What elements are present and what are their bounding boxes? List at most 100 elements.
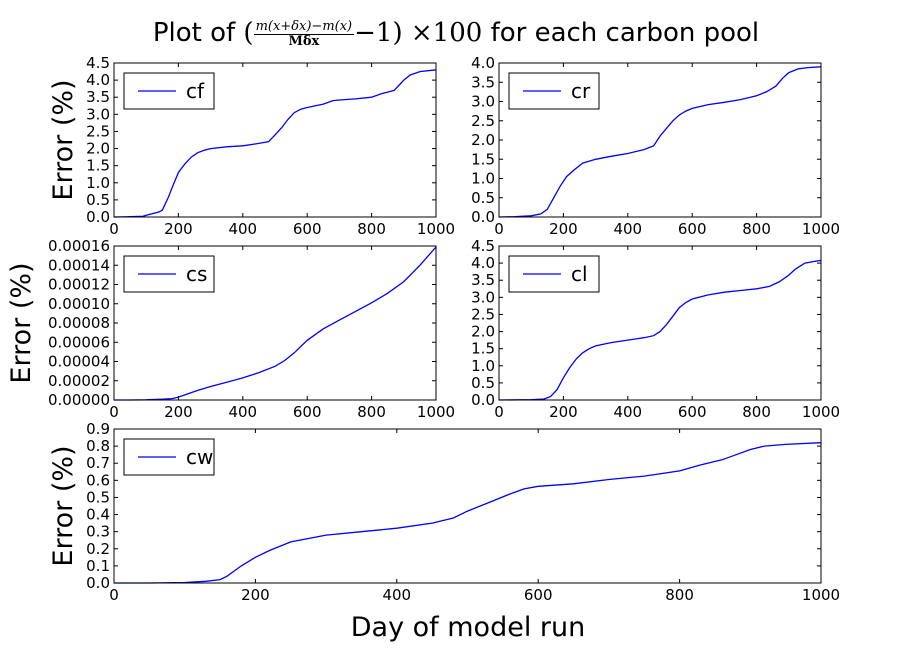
- x-tick-label: 200: [164, 403, 193, 421]
- x-tick-label: 600: [293, 220, 322, 238]
- y-tick-label: 0.6: [86, 471, 110, 489]
- legend-label-cr: cr: [571, 79, 591, 103]
- y-tick-label: 1.0: [86, 174, 110, 192]
- y-tick-label: 3.0: [471, 93, 495, 111]
- y-tick-label: 0.0: [86, 574, 110, 592]
- y-tick-label: 4.5: [86, 54, 110, 72]
- y-tick-label: 0.0: [471, 208, 495, 226]
- x-tick-label: 400: [613, 220, 642, 238]
- x-tick-label: 800: [742, 220, 771, 238]
- chart-panel-cw: 0 200 400 600 800 10000.00.10.20.30.40.50.60.…: [48, 420, 840, 604]
- x-tick-label: 600: [293, 403, 322, 421]
- chart-panel-cf: 0 200 400 600 800 1000 0.00.51.01.52.02.53.03.…: [48, 54, 455, 238]
- x-tick-label: 0: [494, 403, 504, 421]
- y-tick-label: 3.5: [86, 88, 110, 106]
- y-tick-label: 3.0: [86, 105, 110, 123]
- legend-label-cw: cw: [186, 445, 213, 469]
- plot-frame: [113, 428, 822, 584]
- x-tick-label: 200: [549, 403, 578, 421]
- title-prefix: Plot of: [152, 18, 236, 48]
- y-tick-label: 3.5: [471, 73, 495, 91]
- x-tick-label: 200: [549, 220, 578, 238]
- title-suffix: for each carbon pool: [490, 18, 760, 48]
- legend-label-cf: cf: [186, 79, 205, 103]
- x-tick-label: 600: [678, 220, 707, 238]
- legend-label-cs: cs: [186, 262, 207, 286]
- y-tick-label: 3.5: [471, 271, 495, 289]
- y-tick-label: 1.5: [471, 150, 495, 168]
- y-tick-label: 1.5: [86, 157, 110, 175]
- x-tick-label: 0: [494, 220, 504, 238]
- y-tick-label: 1.0: [471, 170, 495, 188]
- x-tick-label: 800: [742, 403, 771, 421]
- x-tick-label: 600: [678, 403, 707, 421]
- y-tick-label: 0.5: [86, 488, 110, 506]
- y-tick-label: 2.5: [86, 122, 110, 140]
- legend-label-cl: cl: [571, 262, 588, 286]
- x-axis-label: Day of model run: [351, 612, 585, 643]
- y-tick-label: 0.7: [86, 454, 110, 472]
- x-tick-label: 600: [524, 586, 553, 604]
- y-tick-label: 0.00004: [48, 353, 110, 371]
- x-tick-label: 200: [241, 586, 270, 604]
- y-tick-label: 0.00010: [48, 295, 110, 313]
- x-tick-label: 1000: [417, 403, 455, 421]
- y-tick-label: 2.0: [471, 131, 495, 149]
- x-tick-label: 400: [382, 586, 411, 604]
- y-tick-label: 0.00008: [48, 314, 110, 332]
- chart-panel-cr: 0 200 400 600 800 1000 0.00.51.0 1.52.02.53.0 3.…: [471, 54, 840, 238]
- series-line-cl: [498, 259, 822, 401]
- y-tick-label: 0.5: [471, 374, 495, 392]
- y-tick-label: 3.0: [471, 288, 495, 306]
- y-tick-label: 0.00006: [48, 333, 110, 351]
- formula-tail: −1) ×100: [354, 18, 483, 48]
- y-tick-label: 0.4: [86, 506, 110, 524]
- series-line-cw: [114, 442, 822, 584]
- x-tick-label: 0: [109, 403, 119, 421]
- y-tick-label: 0.0: [86, 208, 110, 226]
- y-tick-label: 2.0: [471, 323, 495, 341]
- x-tick-label: 1000: [417, 220, 455, 238]
- y-axis-label: Error (%): [48, 79, 79, 200]
- x-tick-label: 1000: [802, 586, 840, 604]
- y-tick-label: 2.0: [86, 140, 110, 158]
- y-tick-label: 0.5: [86, 191, 110, 209]
- y-axis-label: Error (%): [6, 262, 37, 383]
- y-tick-label: 0.9: [86, 420, 110, 438]
- x-tick-label: 200: [164, 220, 193, 238]
- y-tick-label: 0.8: [86, 437, 110, 455]
- y-tick-label: 4.0: [471, 254, 495, 272]
- x-tick-label: 800: [357, 403, 386, 421]
- y-axis-label: Error (%): [48, 445, 79, 566]
- y-tick-label: 2.5: [471, 112, 495, 130]
- plot-frame: [498, 245, 822, 401]
- x-tick-label: 1000: [802, 403, 840, 421]
- x-tick-label: 400: [228, 220, 257, 238]
- y-tick-label: 0.3: [86, 523, 110, 541]
- formula-numerator: m(x+δx)−m(x): [253, 18, 355, 35]
- y-tick-label: 0.00002: [48, 372, 110, 390]
- y-tick-label: 1.0: [471, 357, 495, 375]
- formula-denominator: Mδx: [288, 33, 320, 49]
- y-tick-label: 0.5: [471, 189, 495, 207]
- figure-title: Plot of (m(x+δx)−m(x) Mδx −1) ×100 for eac…: [0, 18, 912, 48]
- y-tick-label: 1.5: [471, 340, 495, 358]
- series-line-cf: [113, 69, 437, 218]
- formula-fraction: m(x+δx)−m(x) Mδx: [253, 18, 355, 49]
- plot-frame: [113, 62, 437, 218]
- y-tick-label: 0.1: [86, 557, 110, 575]
- y-tick-label: 0.00014: [48, 256, 110, 274]
- series-line-cs: [114, 246, 437, 401]
- title-formula: (m(x+δx)−m(x) Mδx −1) ×100: [243, 18, 482, 48]
- y-tick-label: 2.5: [471, 305, 495, 323]
- series-line-cr: [498, 66, 822, 218]
- chart-panel-cl: 0 200 400 600 800 1000 0.00.51.01.52.02.53.03.…: [471, 237, 840, 421]
- x-tick-label: 800: [357, 220, 386, 238]
- y-tick-label: 0.00012: [48, 276, 110, 294]
- x-tick-label: 1000: [802, 220, 840, 238]
- x-tick-label: 400: [613, 403, 642, 421]
- x-tick-label: 0: [109, 586, 119, 604]
- y-tick-label: 0.2: [86, 540, 110, 558]
